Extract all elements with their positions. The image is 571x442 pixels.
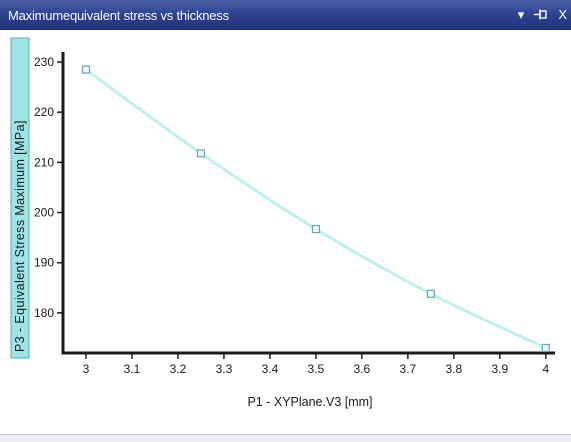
x-tick-label: 3.3 (216, 362, 233, 376)
y-tick-label: 200 (34, 206, 54, 220)
x-tick-label: 3.6 (354, 362, 371, 376)
x-tick-label: 3 (83, 362, 90, 376)
data-point (426, 289, 435, 298)
x-tick-label: 3.8 (445, 362, 462, 376)
close-icon[interactable]: X (558, 7, 567, 22)
pin-icon[interactable] (534, 9, 548, 21)
dropdown-arrow-icon[interactable]: ▾ (517, 7, 525, 22)
y-tick-label: 230 (34, 55, 54, 69)
window-controls: ▾ X (518, 7, 567, 23)
series-line (85, 68, 547, 350)
x-tick-label: 3.2 (170, 362, 187, 376)
x-tick-label: 3.7 (400, 362, 417, 376)
y-tick-label: 220 (34, 105, 54, 119)
axes (61, 52, 555, 355)
title-bar: Maximumequivalent stress vs thickness ▾ … (0, 0, 571, 30)
x-axis-label: P1 - XYPlane.V3 [mm] (247, 395, 372, 409)
chart-area: P3 - Equivalent Stress Maximum [MPa] 3 3.… (0, 30, 571, 435)
data-point (81, 65, 91, 74)
window-title: Maximumequivalent stress vs thickness (8, 8, 229, 23)
data-point (541, 343, 550, 353)
y-axis-label-box (10, 37, 30, 359)
line-chart: P3 - Equivalent Stress Maximum [MPa] 3 3.… (10, 37, 555, 409)
x-tick-label: 3.4 (262, 362, 279, 376)
status-strip (0, 435, 571, 442)
x-tick-label: 4 (542, 362, 549, 376)
x-ticks: 3 3.1 3.2 3.3 3.4 3.5 3.6 3.7 3.8 3.9 4 (83, 353, 549, 376)
y-tick-label: 210 (34, 155, 54, 169)
y-tick-label: 190 (34, 256, 54, 270)
y-axis-label-group: P3 - Equivalent Stress Maximum [MPa] (10, 37, 30, 359)
x-tick-label: 3.9 (491, 362, 508, 376)
data-point (311, 224, 320, 234)
series-layer (81, 65, 550, 353)
data-point (196, 149, 206, 158)
y-tick-label: 180 (34, 306, 54, 320)
x-tick-label: 3.5 (308, 362, 325, 376)
x-tick-label: 3.1 (124, 362, 141, 376)
y-ticks: 180 190 200 210 220 230 (34, 55, 63, 320)
y-axis-label: P3 - Equivalent Stress Maximum [MPa] (13, 120, 27, 352)
